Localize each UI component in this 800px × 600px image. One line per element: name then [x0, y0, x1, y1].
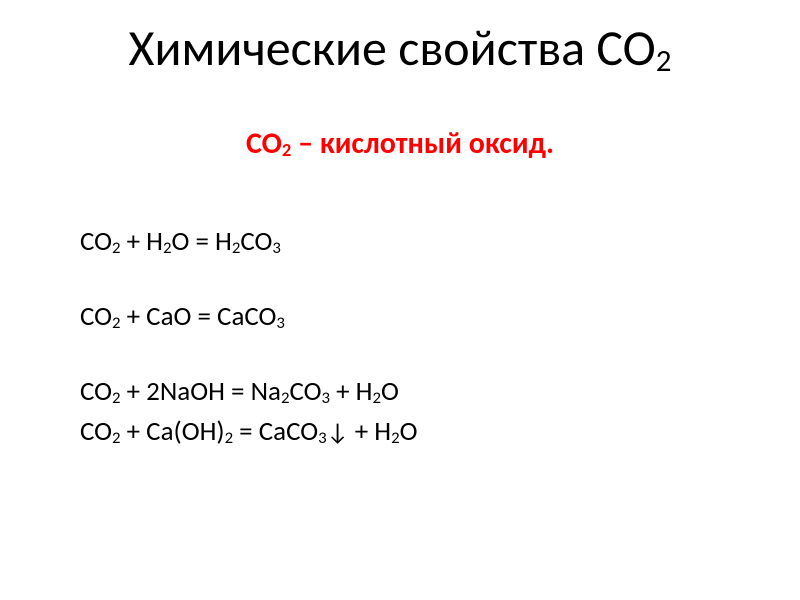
precipitate-arrow-icon: ↓	[327, 417, 349, 447]
eq3-p2: + 2NaOH = Na	[121, 375, 281, 408]
slide-title: Химические свойства CO2	[0, 18, 800, 79]
eq1-s2: 2	[163, 238, 171, 258]
eq2-s1: 2	[112, 313, 120, 333]
equation-1: CO2 + H2O = H2CO3	[80, 225, 281, 258]
eq3-s2: 2	[281, 388, 289, 408]
eq4-p4: + H	[349, 415, 391, 448]
eq4-p1: CO	[80, 415, 112, 448]
eq1-p1: CO	[80, 225, 112, 258]
eq3-p5: O	[381, 375, 399, 408]
eq4-s3: 3	[318, 428, 326, 448]
subtitle-co: CO	[246, 125, 282, 162]
eq4-p2: + Ca(OH)	[121, 415, 225, 448]
equation-4: CO2 + Ca(OH)2 = CaCO3↓ + H2O	[80, 415, 417, 448]
title-sub: 2	[656, 42, 672, 80]
eq3-s4: 2	[372, 388, 380, 408]
eq1-s4: 3	[272, 238, 280, 258]
eq4-s1: 2	[112, 428, 120, 448]
eq4-p3: = CaCO	[233, 415, 318, 448]
slide: Химические свойства CO2 CO2 – кислотный …	[0, 0, 800, 600]
eq1-s3: 2	[232, 238, 240, 258]
slide-subtitle: CO2 – кислотный оксид.	[0, 125, 800, 162]
eq3-p4: + H	[330, 375, 372, 408]
eq4-p5: O	[400, 415, 418, 448]
eq3-p3: CO	[289, 375, 321, 408]
equation-2: CO2 + CaO = CaCO3	[80, 300, 285, 333]
eq4-s2: 2	[225, 428, 233, 448]
title-text: Химические свойства CO	[129, 18, 656, 79]
subtitle-rest: – кислотный оксид.	[291, 125, 554, 162]
eq3-p1: CO	[80, 375, 112, 408]
subtitle-co-sub: 2	[282, 138, 291, 161]
eq3-s3: 3	[321, 388, 329, 408]
eq4-s4: 2	[391, 428, 399, 448]
eq1-s1: 2	[112, 238, 120, 258]
eq3-s1: 2	[112, 388, 120, 408]
equation-3: CO2 + 2NaOH = Na2CO3 + H2O	[80, 375, 399, 408]
eq2-s2: 3	[276, 313, 284, 333]
eq1-p4: CO	[240, 225, 272, 258]
eq1-p3: O = H	[172, 225, 232, 258]
eq2-p2: + CaO = CaCO	[121, 300, 277, 333]
eq2-p1: CO	[80, 300, 112, 333]
eq1-p2: + H	[121, 225, 163, 258]
